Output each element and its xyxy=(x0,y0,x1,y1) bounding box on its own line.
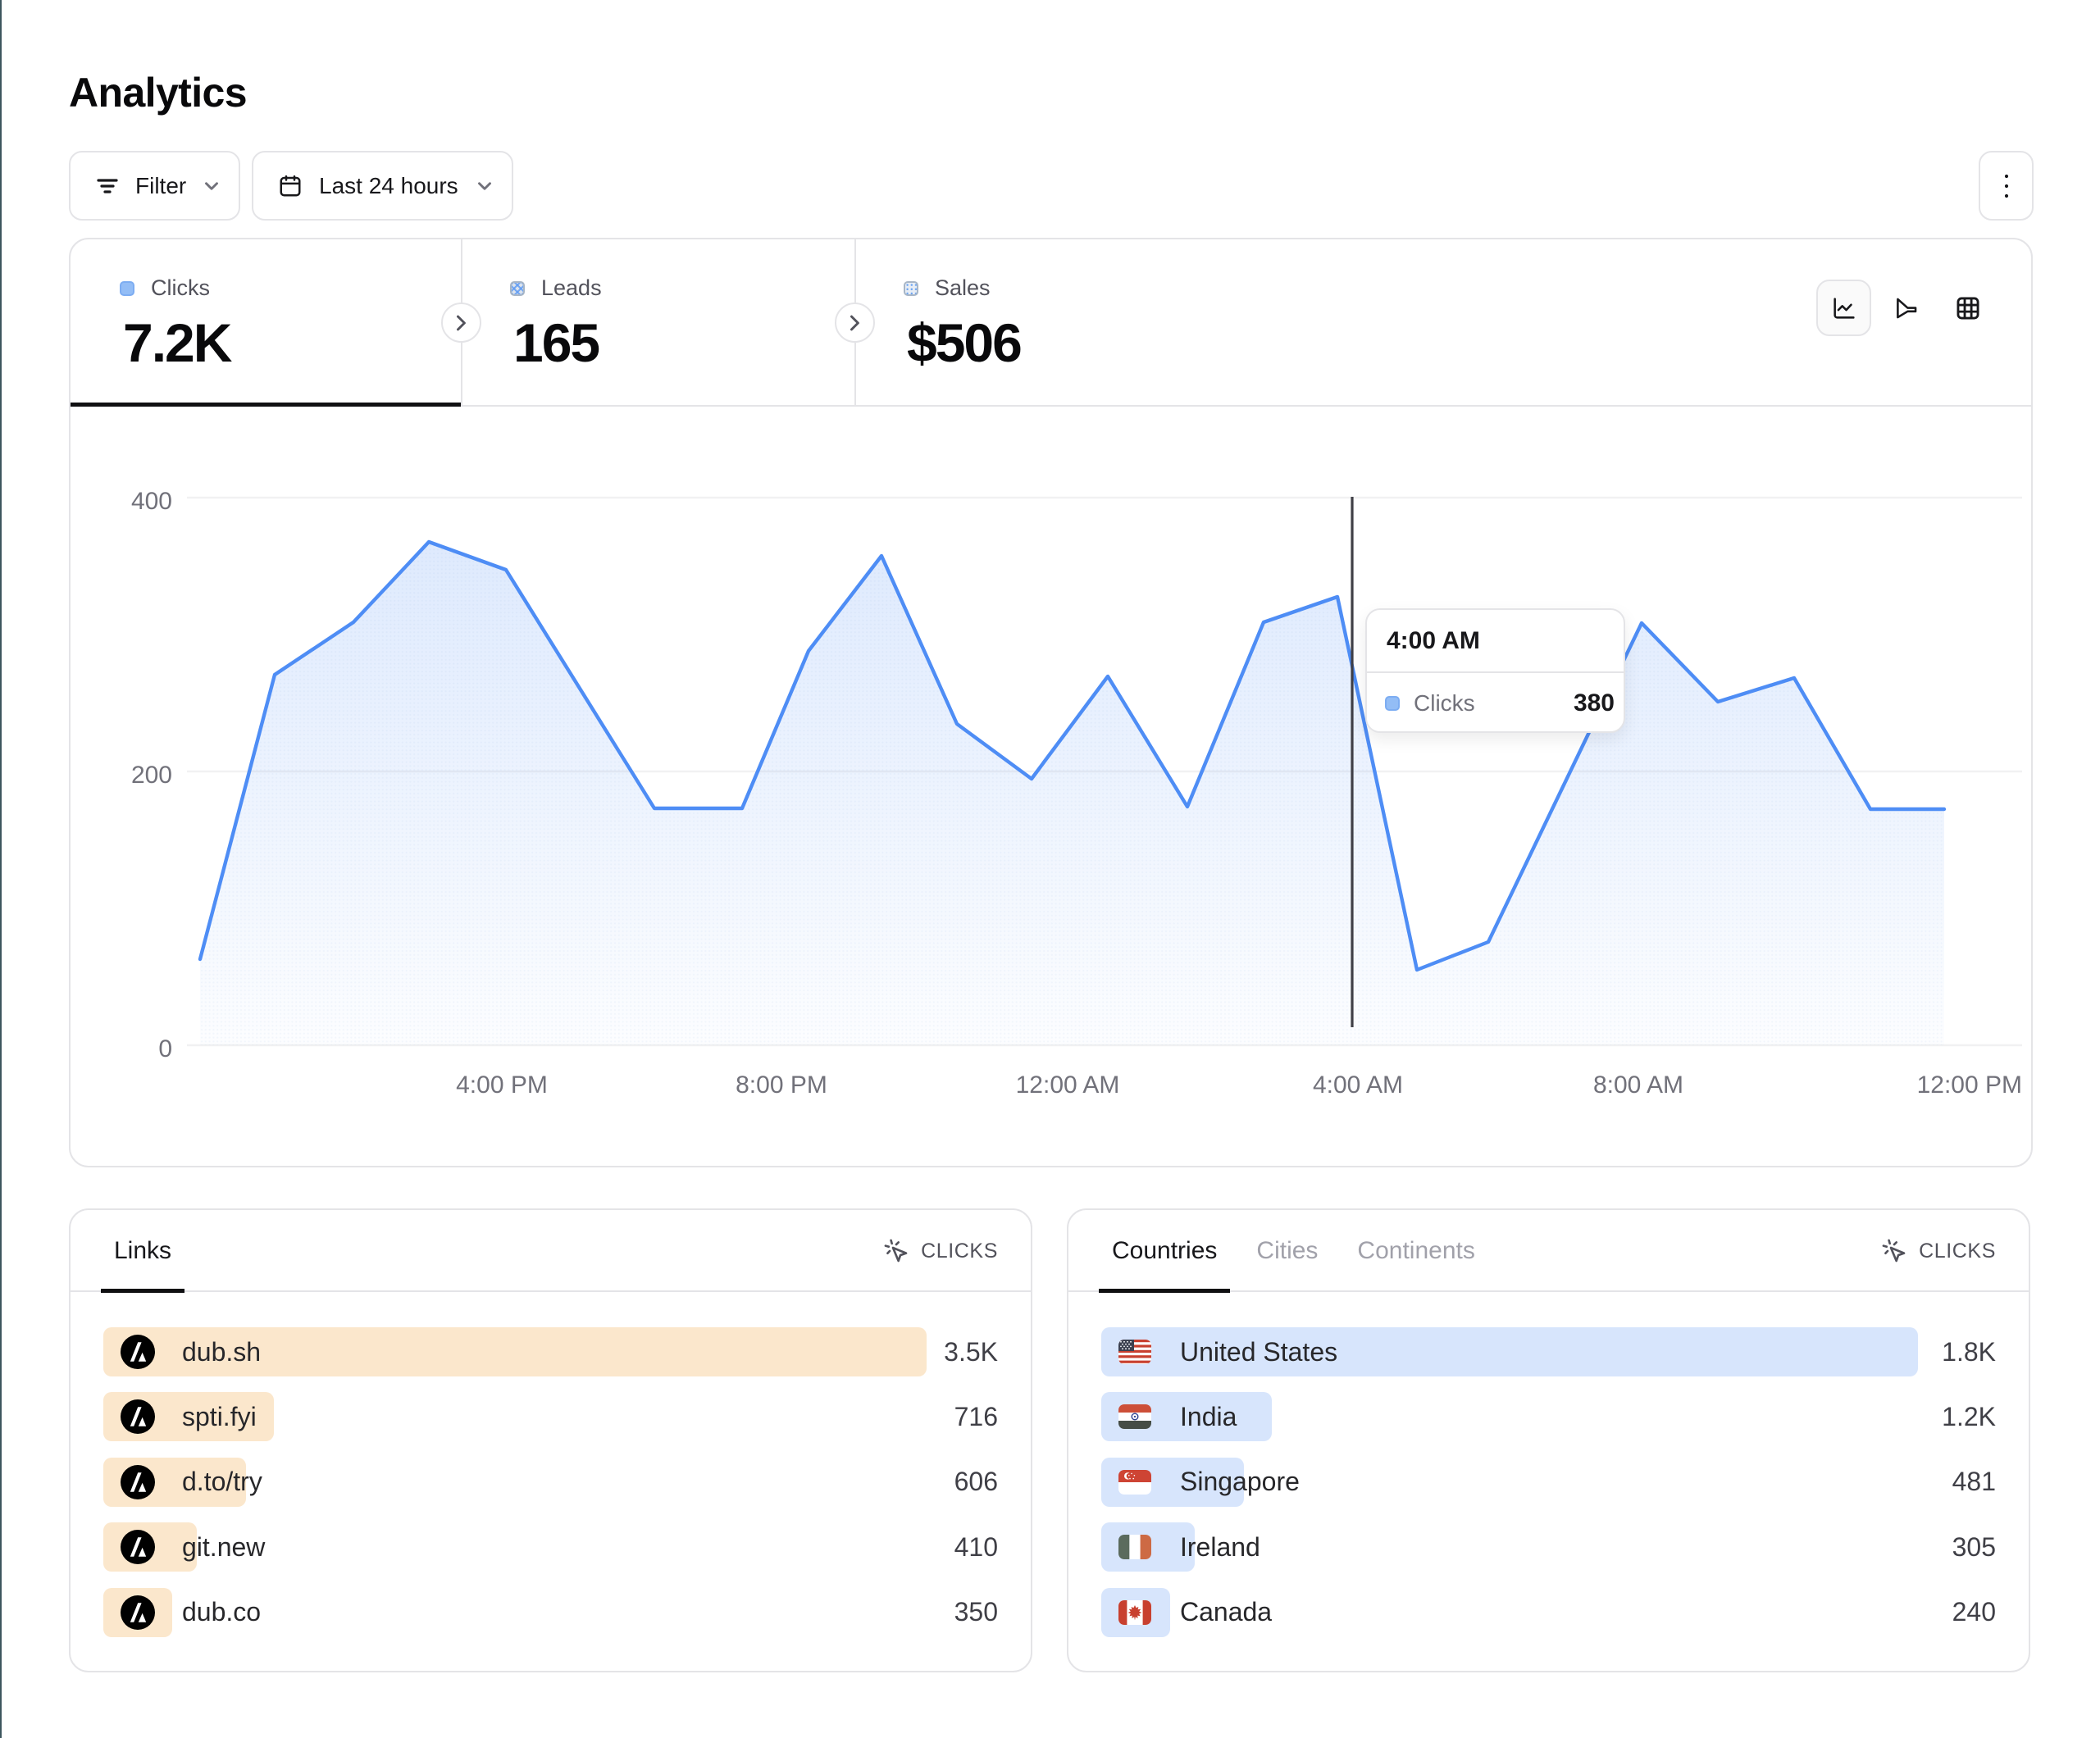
svg-text:0: 0 xyxy=(158,1035,172,1062)
svg-text:4:00 AM: 4:00 AM xyxy=(1313,1071,1403,1099)
svg-text:12:00 PM: 12:00 PM xyxy=(1917,1071,2022,1099)
svg-text:8:00 AM: 8:00 AM xyxy=(1593,1071,1683,1099)
svg-text:4:00 PM: 4:00 PM xyxy=(456,1071,548,1099)
svg-text:400: 400 xyxy=(131,488,172,515)
svg-text:8:00 PM: 8:00 PM xyxy=(736,1071,827,1099)
svg-text:200: 200 xyxy=(131,762,172,789)
svg-text:12:00 AM: 12:00 AM xyxy=(1016,1071,1120,1099)
